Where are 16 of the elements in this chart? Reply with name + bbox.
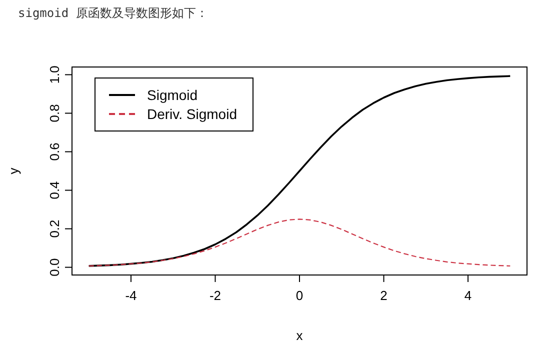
- y-tick-label: 0.0: [47, 258, 62, 276]
- legend-label: Sigmoid: [147, 87, 198, 103]
- x-tick-label: -2: [209, 288, 222, 303]
- x-tick-label: 4: [464, 288, 472, 303]
- x-tick-label: 2: [380, 288, 388, 303]
- y-tick-label: 0.6: [47, 142, 62, 161]
- y-tick-label: 0.8: [47, 104, 62, 122]
- x-tick-label: -4: [125, 288, 137, 303]
- chart-title: sigmoid 原函数及导数图形如下：: [18, 6, 208, 20]
- x-tick-label: 0: [296, 288, 304, 303]
- y-tick-label: 0.4: [47, 181, 62, 200]
- y-axis-title: y: [6, 167, 21, 174]
- legend-label: Deriv. Sigmoid: [147, 106, 237, 122]
- y-tick-label: 1.0: [47, 66, 62, 84]
- x-axis-title: x: [296, 328, 304, 343]
- y-tick-label: 0.2: [47, 220, 62, 238]
